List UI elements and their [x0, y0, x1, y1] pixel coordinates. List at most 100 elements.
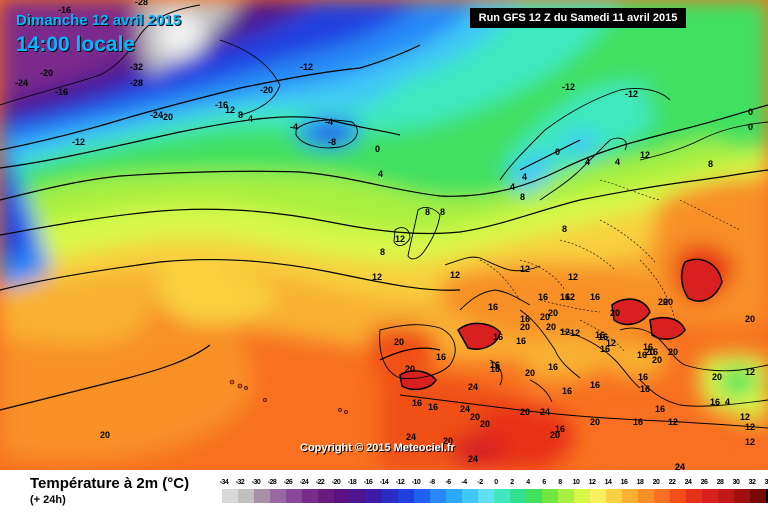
temperature-value-label: 20 — [546, 322, 556, 332]
temperature-value-label: 12 — [606, 338, 616, 348]
temperature-value-label: -32 — [130, 62, 143, 72]
scale-step: 8 — [558, 479, 574, 503]
temperature-value-label: 12 — [372, 272, 382, 282]
scale-step-color — [590, 489, 606, 503]
scale-step-color — [718, 489, 734, 503]
temperature-value-label: -12 — [562, 82, 575, 92]
temperature-value-label: 20 — [470, 412, 480, 422]
temperature-value-label: 16 — [490, 364, 500, 374]
coastlines — [0, 4, 768, 429]
temperature-value-label: 4 — [510, 182, 515, 192]
scale-step-color — [686, 489, 702, 503]
scale-step-label: 6 — [542, 479, 546, 486]
temperature-value-label: 20 — [480, 419, 490, 429]
temperature-value-label: -12 — [72, 137, 85, 147]
temperature-value-label: 24 — [468, 454, 478, 464]
temperature-value-label: 4 — [725, 397, 730, 407]
scale-step-color — [238, 489, 254, 503]
temperature-value-label: 20 — [652, 355, 662, 365]
temperature-value-label: -24 — [15, 78, 28, 88]
scale-step: 12 — [589, 479, 606, 503]
temperature-value-label: 20 — [550, 430, 560, 440]
temperature-value-label: 16 — [520, 314, 530, 324]
scale-step: 30 — [733, 479, 750, 503]
temperature-value-label: 16 — [640, 384, 650, 394]
scale-step-color — [286, 489, 302, 503]
scale-step-label: -12 — [395, 479, 405, 486]
scale-step-label: -10 — [411, 479, 421, 486]
scale-step-label: 22 — [668, 479, 676, 486]
scale-step: -20 — [332, 479, 350, 503]
scale-step-label: 10 — [572, 479, 580, 486]
scale-step: 6 — [542, 479, 558, 503]
scale-step: 10 — [573, 479, 590, 503]
scale-step-label: 26 — [700, 479, 708, 486]
scale-step: -4 — [461, 479, 478, 503]
temperature-value-label: 16 — [595, 330, 605, 340]
temperature-value-label: 20 — [540, 312, 550, 322]
temperature-value-label: 16 — [493, 332, 503, 342]
scale-step-color — [366, 489, 382, 503]
temperature-value-label: 16 — [555, 424, 565, 434]
temperature-value-label: -4 — [325, 117, 333, 127]
temperature-value-label: 20 — [548, 308, 558, 318]
temperature-value-label: 8 — [708, 159, 713, 169]
temperature-value-label: -28 — [135, 0, 148, 7]
scale-step-label: 32 — [748, 479, 756, 486]
temperature-value-label: 16 — [562, 386, 572, 396]
scale-step: -22 — [316, 479, 334, 503]
scale-step-color — [526, 489, 542, 503]
scale-step-color — [462, 489, 478, 503]
scale-step-label: 14 — [604, 479, 612, 486]
temperature-value-label: 12 — [640, 150, 650, 160]
scale-step-color — [494, 489, 510, 503]
temperature-value-label: 12 — [745, 367, 755, 377]
temperature-value-label: 16 — [598, 332, 608, 342]
temperature-value-label: 16 — [590, 380, 600, 390]
temperature-value-label: 24 — [406, 432, 416, 442]
scale-step-color — [654, 489, 670, 503]
temperature-value-label: 4 — [585, 157, 590, 167]
temperature-value-label: 16 — [490, 360, 500, 370]
temperature-value-label: 20 — [100, 430, 110, 440]
temperature-value-label: 12 — [450, 270, 460, 280]
scale-step-label: -2 — [477, 479, 483, 486]
scale-step: -18 — [348, 479, 366, 503]
scale-step: -28 — [268, 479, 286, 503]
temperature-value-label: -4 — [290, 122, 298, 132]
scale-step-color — [382, 489, 398, 503]
temperature-value-label: 20 — [745, 314, 755, 324]
temperature-value-label: -28 — [130, 78, 143, 88]
temperature-value-label: 4 — [615, 157, 620, 167]
temperature-value-label: 16 — [560, 292, 570, 302]
temperature-value-label: 24 — [468, 382, 478, 392]
scale-step-label: -22 — [315, 479, 325, 486]
scale-step: -34 — [220, 479, 238, 503]
model-run-banner: Run GFS 12 Z du Samedi 11 avril 2015 — [470, 8, 686, 28]
scale-step-color — [334, 489, 350, 503]
scale-step: 34 — [765, 479, 768, 503]
scale-step-label: -26 — [283, 479, 293, 486]
scale-step: 26 — [701, 479, 718, 503]
scale-step-label: 0 — [494, 479, 498, 486]
temperature-value-label: 20 — [590, 417, 600, 427]
temperature-value-label: 8 — [425, 207, 430, 217]
scale-step-label: 18 — [636, 479, 644, 486]
scale-step-label: -30 — [251, 479, 261, 486]
scale-step-label: 34 — [764, 479, 768, 486]
temperature-value-label: 16 — [538, 292, 548, 302]
scale-step: -12 — [396, 479, 414, 503]
temperature-value-label: 8 — [520, 192, 525, 202]
scale-step: -30 — [252, 479, 270, 503]
scale-step-label: 28 — [716, 479, 724, 486]
temperature-value-label: 16 — [637, 350, 647, 360]
temperature-value-label: 12 — [668, 417, 678, 427]
temperature-value-label: 16 — [516, 336, 526, 346]
scale-step: -10 — [412, 479, 430, 503]
temperature-value-label: -20 — [260, 85, 273, 95]
temperature-value-label: 12 — [570, 328, 580, 338]
scale-step-color — [430, 489, 446, 503]
scale-step: -8 — [429, 479, 446, 503]
scale-step-color — [558, 489, 574, 503]
scale-step-color — [478, 489, 494, 503]
